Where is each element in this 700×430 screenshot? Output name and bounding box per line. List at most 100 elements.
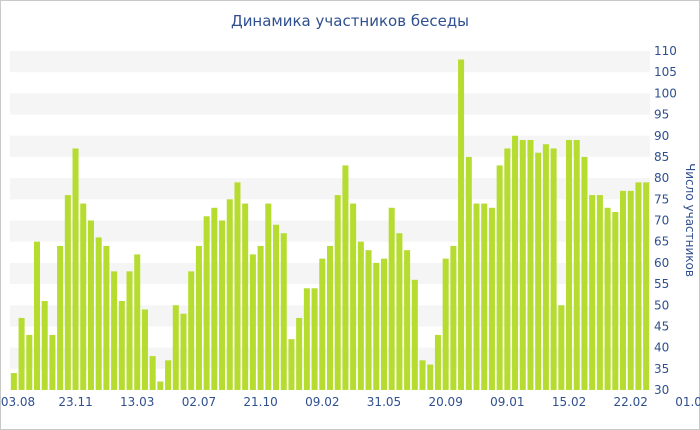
x-tick-label: 20.09 [428, 395, 462, 409]
bar [604, 207, 611, 390]
bar [581, 156, 588, 390]
bar [10, 373, 17, 390]
bar [242, 203, 249, 390]
x-tick-label: 21.10 [243, 395, 277, 409]
bar [172, 305, 179, 390]
bar [234, 182, 241, 390]
bar [157, 381, 164, 390]
bar [226, 199, 233, 390]
bar [195, 245, 202, 390]
x-tick-label: 09.02 [305, 395, 339, 409]
y-tick-label: 55 [654, 277, 669, 291]
bar [219, 220, 226, 390]
bar [488, 207, 495, 390]
bar [41, 301, 48, 390]
y-tick-label: 80 [654, 171, 669, 185]
bar [180, 313, 187, 390]
bar [296, 317, 303, 390]
y-tick-label: 70 [654, 214, 669, 228]
y-tick-label: 40 [654, 341, 669, 355]
bar [542, 144, 549, 390]
bar [141, 309, 148, 390]
bar [134, 254, 141, 390]
bar [635, 182, 642, 390]
bar [596, 195, 603, 390]
bar [558, 305, 565, 390]
bar [265, 203, 272, 390]
grid-band [10, 51, 650, 73]
bar [118, 301, 125, 390]
y-tick-label: 95 [654, 108, 669, 122]
x-tick-label: 09.01 [490, 395, 524, 409]
bar [257, 245, 264, 390]
bar [303, 288, 310, 390]
bar [95, 237, 102, 390]
bar [280, 233, 287, 390]
bar [442, 258, 449, 390]
bar [620, 190, 627, 390]
bar [350, 203, 357, 390]
y-tick-label: 75 [654, 192, 669, 206]
bar [512, 135, 519, 390]
bar [203, 216, 210, 390]
bar [72, 148, 79, 390]
y-tick-label: 60 [654, 256, 669, 270]
bar [165, 360, 172, 390]
bar [535, 152, 542, 390]
bar [87, 220, 94, 390]
bar [273, 224, 280, 390]
y-tick-label: 85 [654, 150, 669, 164]
bar [111, 271, 118, 390]
y-tick-label: 90 [654, 129, 669, 143]
x-tick-label: 03.08 [1, 395, 35, 409]
y-tick-label: 110 [654, 44, 677, 58]
bar [519, 139, 526, 390]
y-tick-label: 105 [654, 65, 677, 79]
bar [319, 258, 326, 390]
x-tick-label: 31.05 [367, 395, 401, 409]
bar [373, 262, 380, 391]
bar [388, 207, 395, 390]
x-tick-label: 15.02 [552, 395, 586, 409]
bar [326, 245, 333, 390]
x-tick-label: 01.03 [675, 395, 700, 409]
y-axis-ticks: 30 35 40 45 50 55 60 65 70 75 80 85 90 95 100 105 110 [654, 44, 677, 397]
bar [80, 203, 87, 390]
bar [396, 233, 403, 390]
y-tick-label: 30 [654, 383, 669, 397]
bar [126, 271, 133, 390]
bar [627, 190, 634, 390]
bar [49, 334, 56, 390]
bar [427, 364, 434, 390]
bar [57, 245, 64, 390]
bar [589, 195, 596, 390]
bar [249, 254, 256, 390]
x-tick-label: 02.07 [182, 395, 216, 409]
bar [573, 139, 580, 390]
bar [527, 139, 534, 390]
bar [411, 279, 418, 390]
bar [496, 165, 503, 390]
bar [504, 148, 511, 390]
y-tick-label: 100 [654, 86, 677, 100]
x-axis-ticks: 03.08 23.11 13.03 02.07 21.10 09.02 31.05 20.09… [1, 395, 700, 409]
bar [334, 195, 341, 390]
bar [64, 195, 71, 390]
bar [211, 207, 218, 390]
bar [380, 258, 387, 390]
bar [450, 245, 457, 390]
bar [473, 203, 480, 390]
bar [365, 250, 372, 390]
bar [550, 148, 557, 390]
bar [434, 334, 441, 390]
bar [188, 271, 195, 390]
y-tick-label: 65 [654, 235, 669, 249]
bar [357, 241, 364, 390]
x-tick-label: 22.02 [614, 395, 648, 409]
chart-title: Динамика участников беседы [230, 12, 470, 30]
bar [288, 339, 295, 390]
bar [458, 59, 465, 390]
x-tick-label: 13.03 [120, 395, 154, 409]
bar [33, 241, 40, 390]
